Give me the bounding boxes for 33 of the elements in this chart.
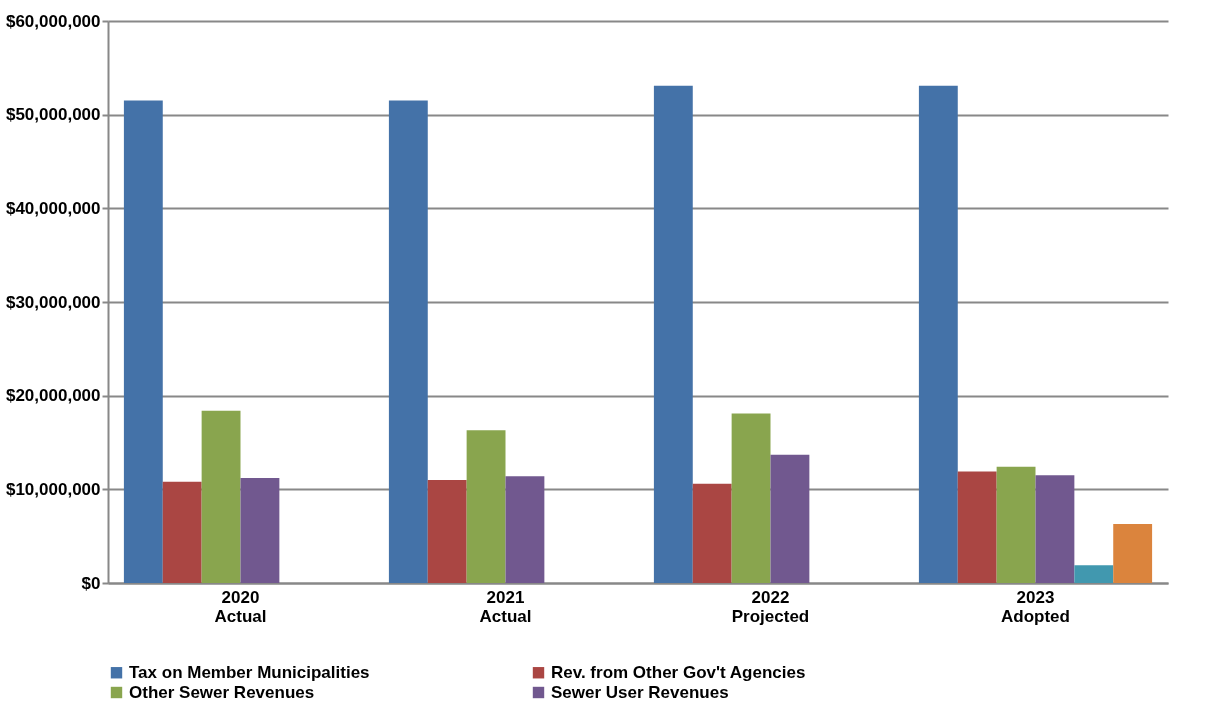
- y-tick-label: $60,000,000: [5, 11, 101, 31]
- legend-label: Other Sewer Revenues: [129, 682, 315, 702]
- x-tick-label: 2020 Actual: [214, 587, 267, 626]
- y-tick-label: $10,000,000: [5, 479, 101, 499]
- x-tick-label: 2022 Projected: [731, 587, 810, 626]
- x-tick-label: 2023 Adopted: [1001, 587, 1070, 626]
- legend-label: Sewer User Revenues: [551, 682, 729, 702]
- bar: [1035, 475, 1075, 583]
- y-tick-label: $30,000,000: [5, 292, 101, 312]
- bar: [1113, 523, 1153, 583]
- bar: [957, 471, 997, 583]
- bar: [240, 478, 280, 583]
- bar: [123, 100, 163, 583]
- bar: [770, 454, 810, 583]
- bar: [1074, 565, 1114, 583]
- x-tick-label: 2021 Actual: [479, 587, 532, 626]
- bar: [692, 483, 732, 583]
- bar: [162, 481, 202, 583]
- y-tick-label: $40,000,000: [5, 198, 101, 218]
- legend-label: Rev. from Other Gov't Agencies: [551, 662, 806, 682]
- bar: [996, 466, 1036, 583]
- bar: [466, 430, 506, 583]
- bar: [505, 476, 545, 583]
- y-tick-label: $0: [81, 573, 101, 593]
- legend-label: Tax on Member Municipalities: [129, 662, 370, 682]
- bar: [918, 85, 958, 583]
- bar: [201, 410, 241, 583]
- y-tick-label: $50,000,000: [5, 105, 101, 125]
- bar: [388, 100, 428, 583]
- bar: [731, 413, 771, 583]
- bar: [427, 479, 467, 583]
- y-tick-label: $20,000,000: [5, 386, 101, 406]
- bar: [653, 85, 693, 583]
